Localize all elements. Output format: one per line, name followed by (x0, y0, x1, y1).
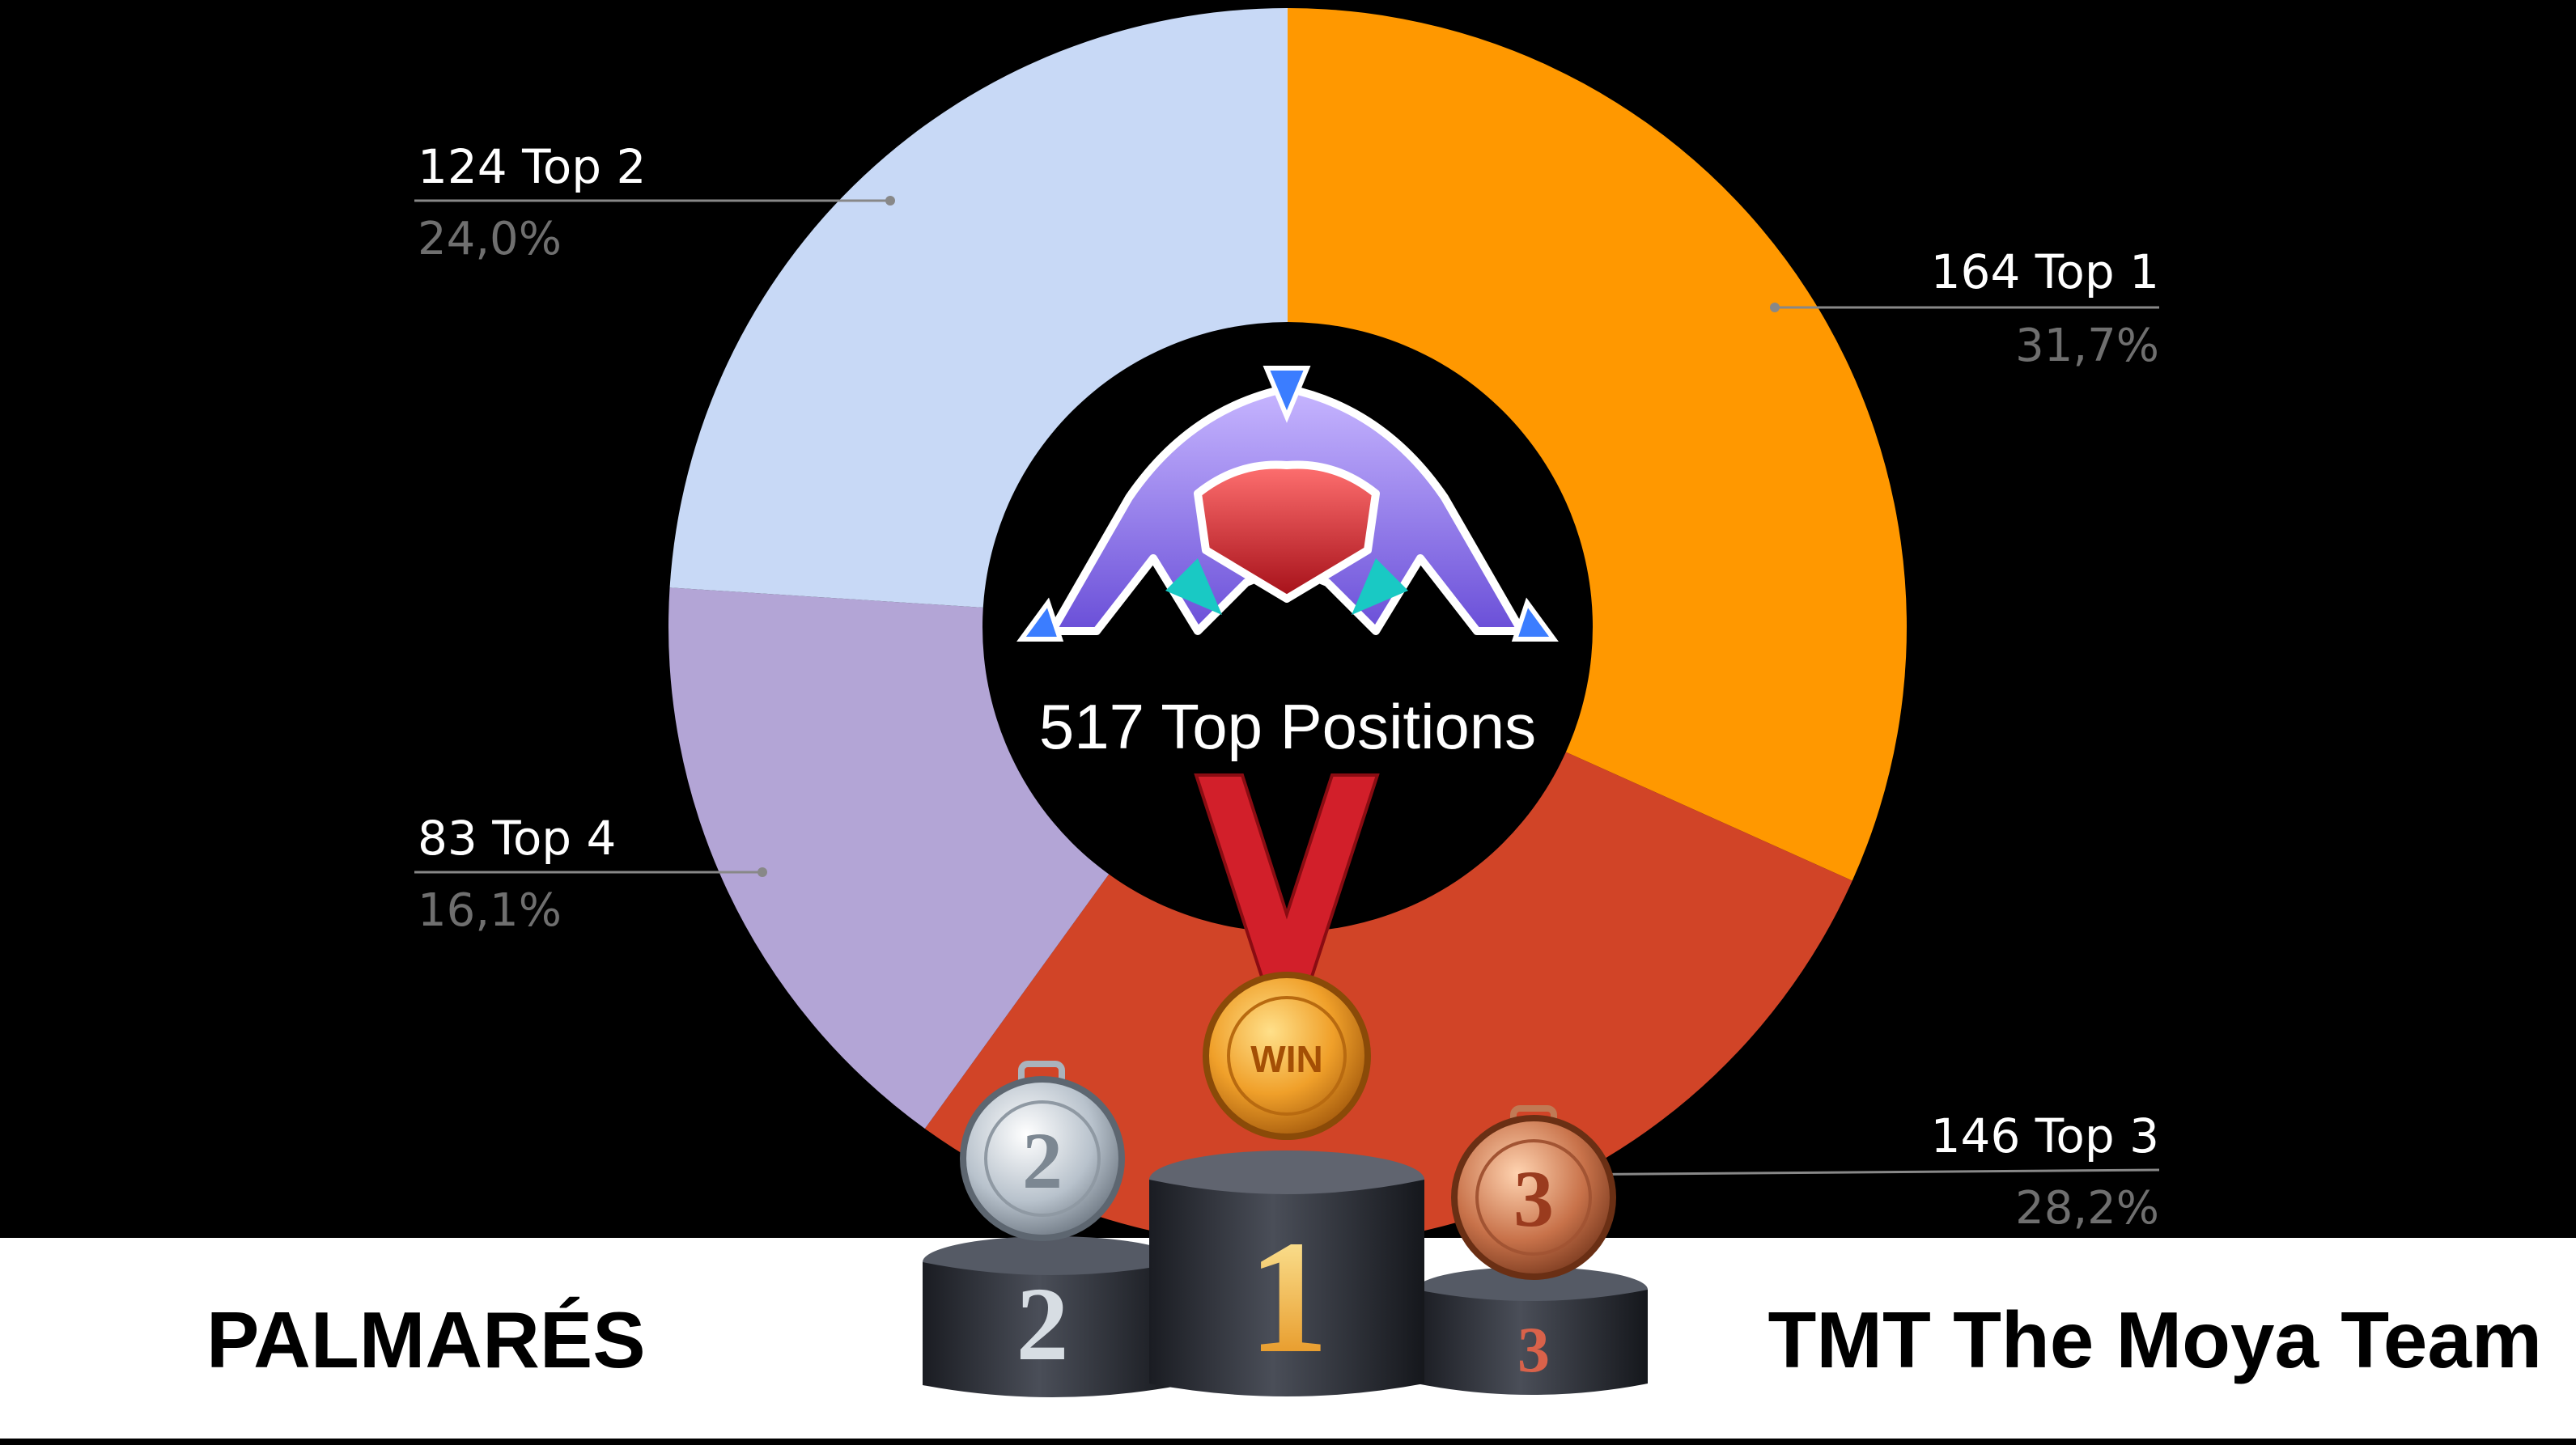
slice-label-top3: 146 Top 3 28,2% (1541, 1108, 2160, 1235)
slice-value-label: 83 Top 4 (418, 811, 616, 866)
page-title-right: TMT The Moya Team (1768, 1295, 2542, 1384)
podium-place-1: 1 (1248, 1208, 1329, 1387)
page-title-left: PALMARÉS (206, 1295, 646, 1384)
podium-place-3: 3 (1517, 1315, 1550, 1386)
slice-label-top1: 164 Top 1 31,7% (1770, 244, 2159, 372)
slice-percent-label: 28,2% (2015, 1182, 2159, 1235)
tmt-logo-icon (1016, 366, 1559, 642)
podium-place-2: 2 (1016, 1266, 1069, 1383)
pie-slice-top-3 (924, 627, 1852, 1246)
slice-value-label: 124 Top 2 (418, 139, 646, 194)
slice-percent-label: 16,1% (418, 884, 562, 937)
slice-value-label: 146 Top 3 (1931, 1108, 2159, 1163)
medal-bronze-text: 3 (1513, 1154, 1554, 1244)
slice-percent-label: 31,7% (2015, 320, 2159, 372)
medal-win-text: WIN (1250, 1038, 1322, 1080)
slice-label-top4: 83 Top 4 16,1% (414, 811, 767, 937)
center-total-label: 517 Top Positions (1039, 691, 1536, 762)
medal-silver-text: 2 (1022, 1116, 1063, 1206)
slice-percent-label: 24,0% (418, 213, 562, 265)
slice-value-label: 164 Top 1 (1931, 244, 2159, 299)
footer-divider (0, 1439, 2576, 1445)
donut-hole (982, 322, 1593, 932)
slice-label-top2: 124 Top 2 24,0% (414, 139, 895, 265)
